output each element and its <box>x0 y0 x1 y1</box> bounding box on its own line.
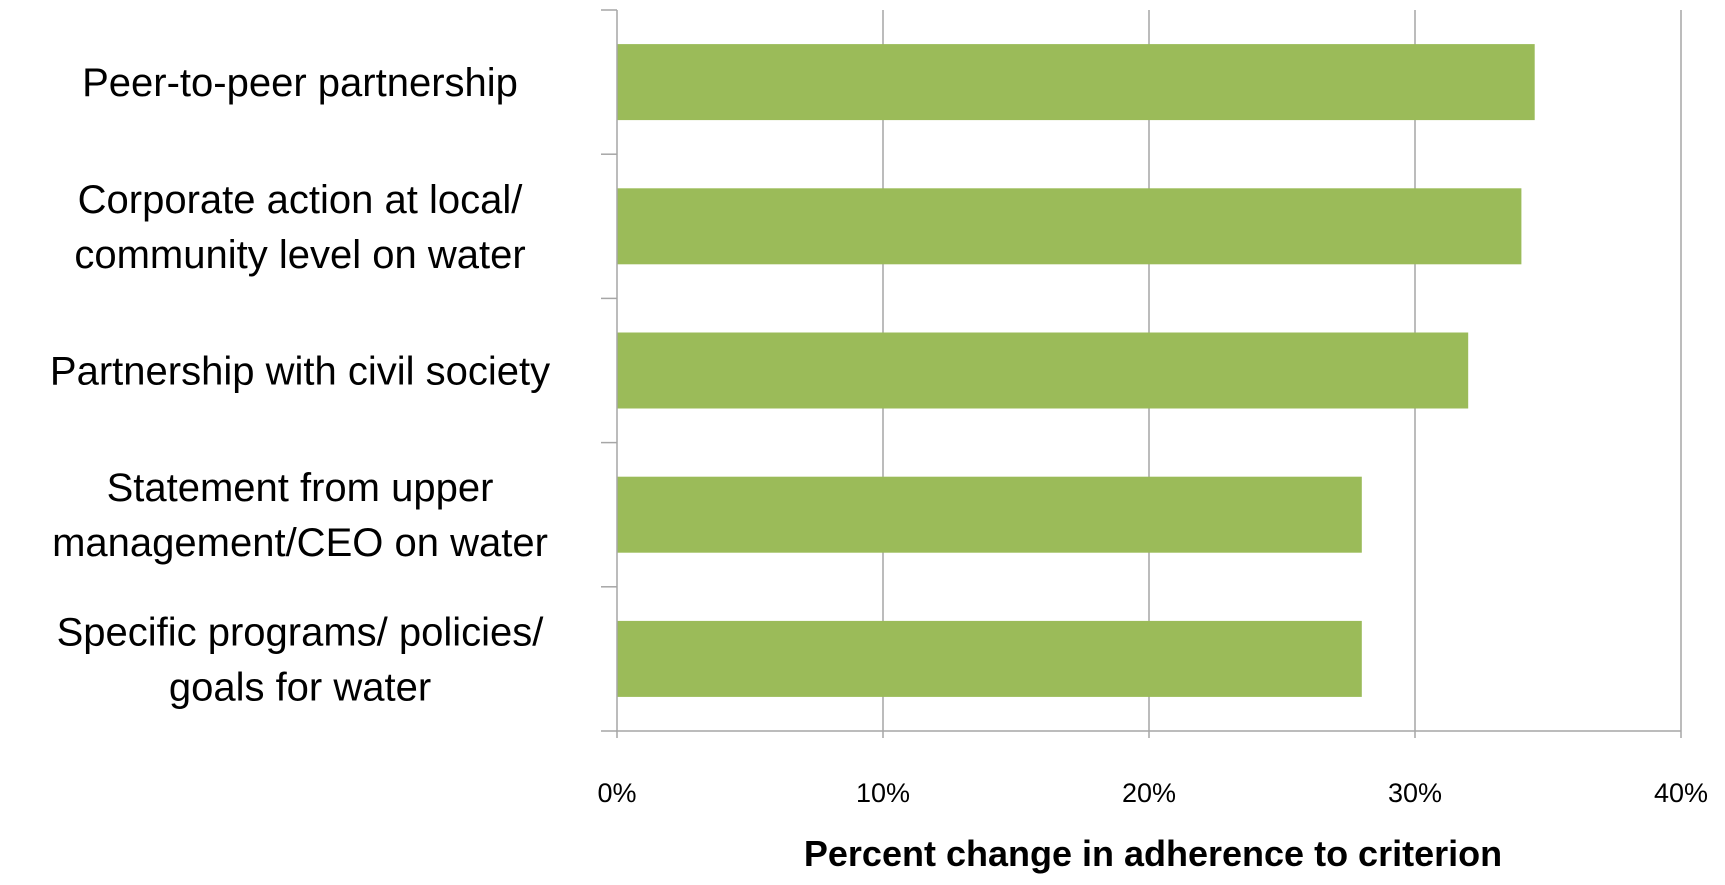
category-label-line: community level on water <box>74 233 525 277</box>
bar <box>617 332 1469 409</box>
bar <box>617 620 1362 697</box>
x-tick-label: 30% <box>1388 778 1442 808</box>
bars <box>617 44 1535 697</box>
axes <box>601 9 1682 738</box>
x-axis-title: Percent change in adherence to criterion <box>804 833 1502 874</box>
x-tick-label: 20% <box>1122 778 1176 808</box>
x-tick-label: 40% <box>1654 778 1708 808</box>
category-label: Specific programs/ policies/goals for wa… <box>57 610 545 709</box>
bar <box>617 44 1535 121</box>
x-tick-labels: 0% 10% 20% 30% 40% <box>597 778 1708 808</box>
category-label-line: Peer-to-peer partnership <box>82 61 518 105</box>
category-label-line: Specific programs/ policies/ <box>57 610 545 654</box>
category-label-line: Partnership with civil society <box>50 350 550 394</box>
category-label-line: goals for water <box>169 665 431 709</box>
category-label-line: Statement from upper <box>107 466 494 510</box>
category-label: Corporate action at local/community leve… <box>74 178 525 277</box>
category-label-line: management/CEO on water <box>52 521 548 565</box>
category-label: Peer-to-peer partnership <box>82 61 518 105</box>
bar <box>617 476 1362 553</box>
x-tick-label: 10% <box>856 778 910 808</box>
category-label: Partnership with civil society <box>50 350 550 394</box>
bar <box>617 188 1522 265</box>
category-label-line: Corporate action at local/ <box>78 178 524 222</box>
x-tick-label: 0% <box>597 778 636 808</box>
category-label: Statement from upper management/CEO on wa… <box>52 466 548 565</box>
category-labels: Peer-to-peer partnership Corporate action… <box>50 61 550 709</box>
